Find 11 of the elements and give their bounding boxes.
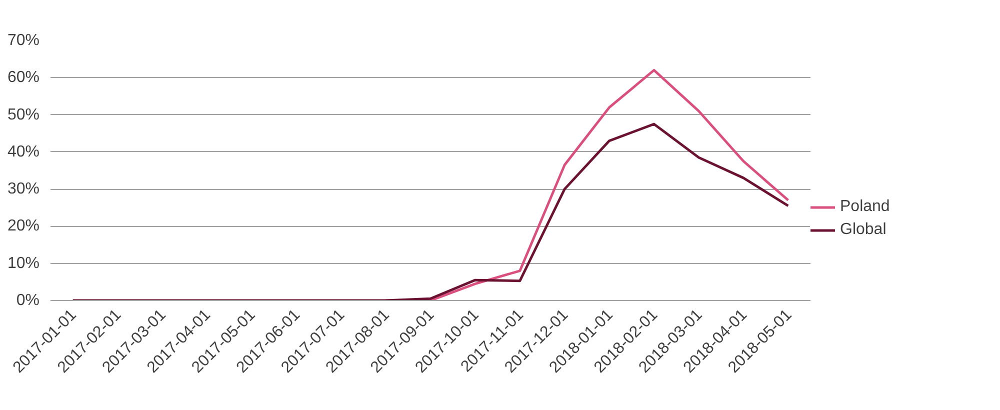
y-tick-label: 30% [7, 180, 40, 198]
legend-label: Global [840, 221, 886, 239]
y-tick-label: 60% [7, 69, 40, 86]
y-tick-label: 70% [7, 32, 40, 49]
y-tick-label: 0% [16, 292, 40, 309]
legend-label: Poland [840, 198, 890, 216]
y-tick-label: 10% [7, 254, 40, 272]
y-tick-label: 40% [7, 143, 40, 160]
line-series [72, 122, 790, 300]
y-tick-label: 20% [7, 218, 40, 235]
y-tick-label: 50% [7, 106, 40, 124]
